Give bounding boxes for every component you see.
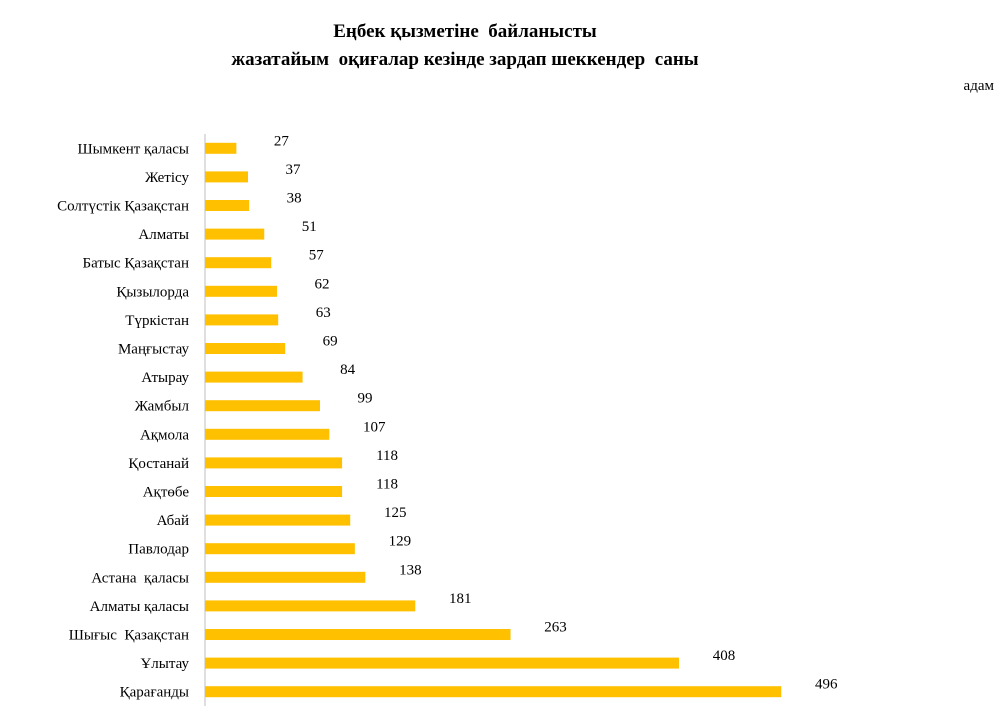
category-label: Алматы қаласы — [90, 599, 189, 615]
unit-label: адам — [963, 78, 994, 94]
category-label: Шымкент қаласы — [77, 141, 189, 157]
data-label: 138 — [399, 562, 422, 578]
data-label: 129 — [389, 534, 412, 550]
bar — [205, 371, 303, 383]
category-label: Астана қаласы — [91, 570, 189, 586]
category-label: Шығыс Қазақстан — [69, 628, 189, 644]
bar — [205, 457, 343, 469]
category-label: Түркістан — [125, 313, 189, 329]
chart-title-line-2: жазатайым оқиғалар кезінде зардап шеккен… — [231, 49, 699, 70]
bar — [205, 657, 679, 669]
category-label: Қызылорда — [116, 284, 189, 300]
category-label: Павлодар — [128, 542, 189, 558]
data-label: 69 — [323, 334, 338, 350]
chart-title-line-1: Еңбек қызметіне байланысты — [333, 21, 597, 42]
bar — [205, 686, 782, 698]
chart-title: Еңбек қызметіне байланысты жазатайым оқи… — [0, 18, 930, 74]
data-label: 496 — [815, 677, 838, 693]
data-label: 51 — [302, 219, 317, 235]
bar — [205, 343, 286, 354]
bar — [205, 629, 511, 640]
category-label: Жетісу — [145, 170, 190, 186]
data-label: 37 — [285, 162, 301, 178]
bar — [205, 428, 330, 440]
data-label: 62 — [315, 276, 330, 292]
category-label: Ақмола — [140, 427, 189, 443]
bar — [205, 486, 343, 497]
category-label: Солтүстік Қазақстан — [57, 199, 189, 215]
category-label: Атырау — [141, 370, 189, 386]
data-label: 27 — [274, 133, 290, 149]
data-label: 263 — [544, 620, 567, 636]
data-label: 63 — [316, 305, 331, 321]
bar — [205, 571, 366, 583]
bar — [205, 514, 351, 526]
bar — [205, 200, 250, 211]
bar — [205, 600, 416, 612]
category-label: Қарағанды — [120, 685, 189, 701]
bar — [205, 285, 278, 297]
category-label: Алматы — [138, 227, 189, 243]
data-label: 107 — [363, 419, 386, 435]
bar — [205, 257, 272, 269]
bar — [205, 400, 321, 412]
data-label: 99 — [358, 391, 373, 407]
data-label: 118 — [376, 477, 398, 493]
data-label: 38 — [287, 191, 302, 207]
category-label: Батыс Қазақстан — [82, 256, 189, 272]
category-label: Қостанай — [128, 456, 189, 472]
data-label: 57 — [309, 248, 325, 264]
data-label: 118 — [376, 448, 398, 464]
category-label: Маңғыстау — [118, 342, 190, 358]
data-label: 181 — [449, 591, 472, 607]
data-label: 408 — [713, 648, 736, 664]
category-label: Ұлытау — [140, 656, 189, 672]
data-label: 125 — [384, 505, 407, 521]
bar — [205, 314, 279, 326]
bar — [205, 543, 355, 555]
bar — [205, 171, 248, 183]
category-label: Жамбыл — [135, 399, 190, 415]
bar — [205, 228, 265, 240]
bar — [205, 142, 237, 154]
data-label: 84 — [340, 362, 356, 378]
category-label: Абай — [157, 513, 189, 529]
category-label: Ақтөбе — [143, 485, 190, 501]
